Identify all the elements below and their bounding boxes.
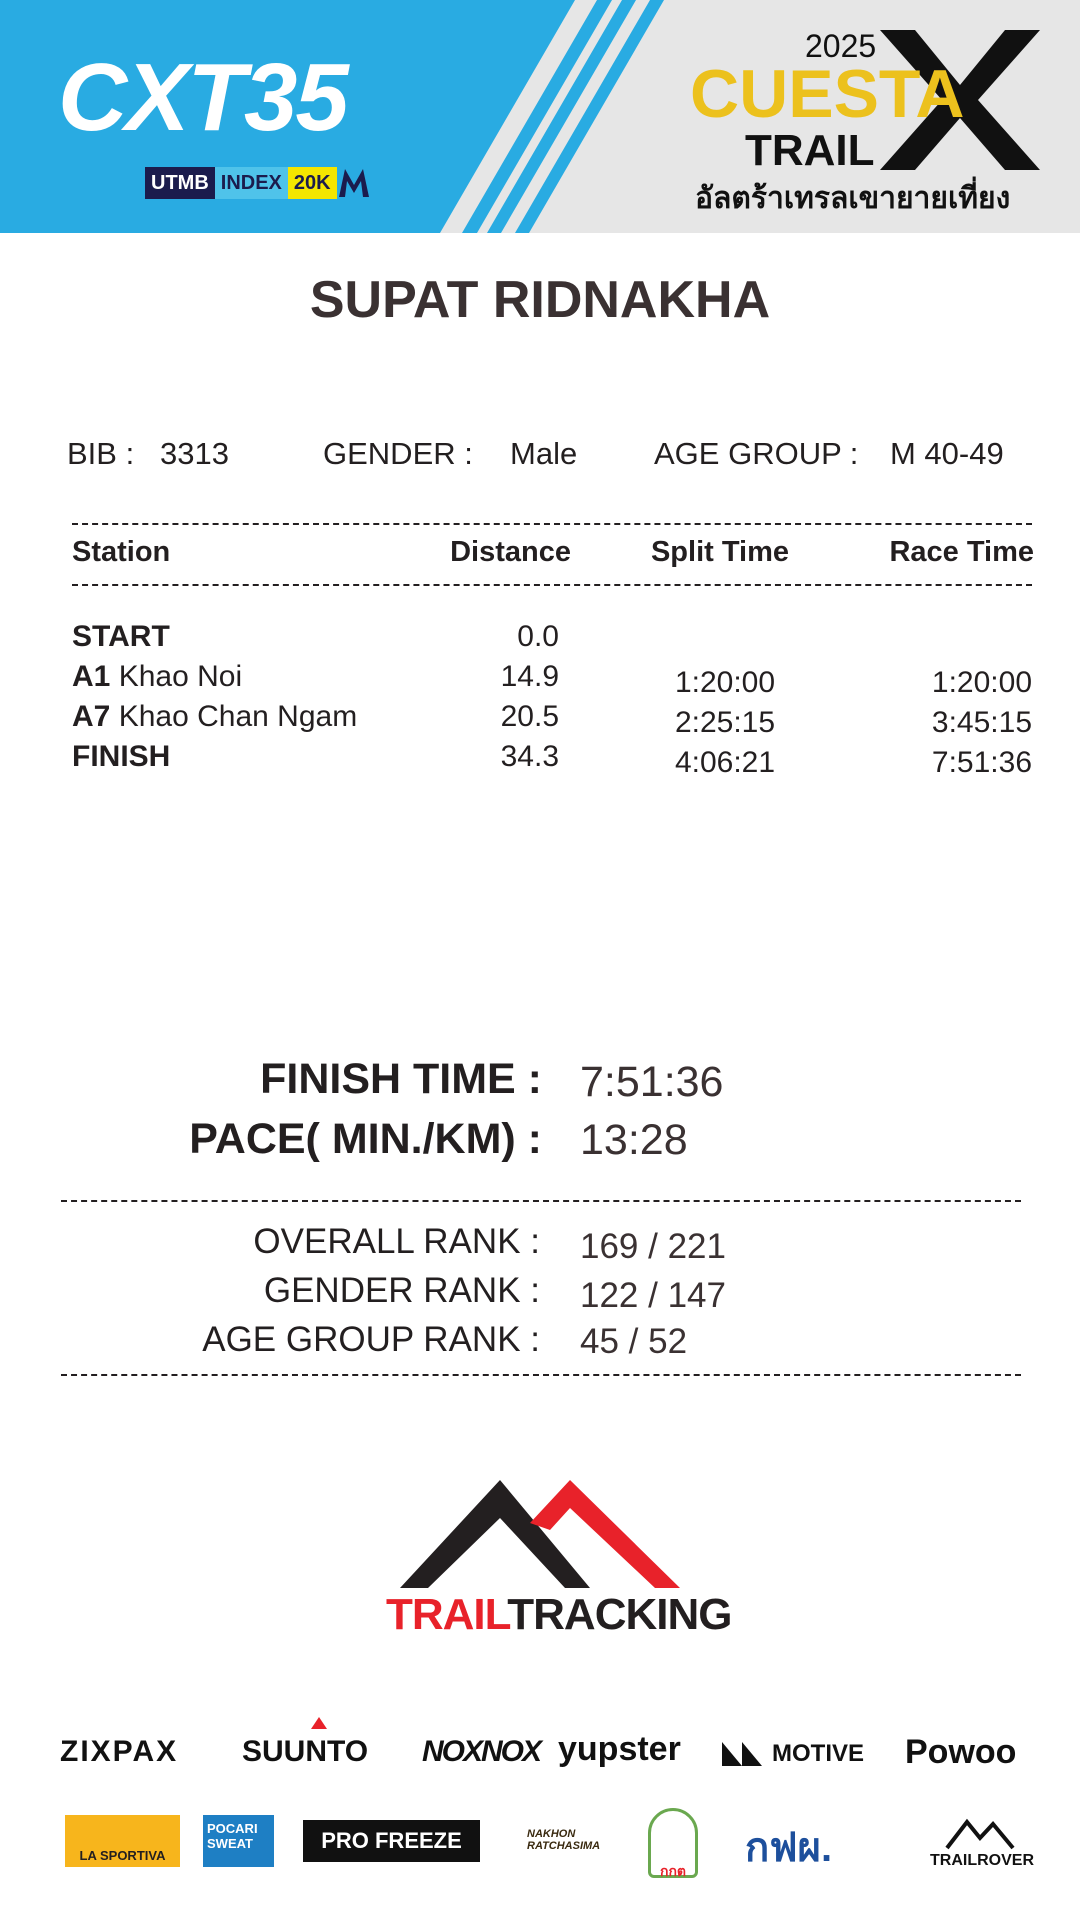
utmb-index-badge: UTMB INDEX 20K: [145, 167, 371, 199]
divider: [72, 523, 1032, 525]
race-time-cell: 7:51:36: [931, 746, 1032, 779]
distance-cell: 14.9: [500, 660, 559, 693]
trailtracking-logo: TRAILTRACKING: [386, 1590, 732, 1640]
sponsor-pocari: POCARI SWEAT: [203, 1815, 274, 1867]
sponsor-powoo: Powoo: [905, 1733, 1017, 1771]
bib-label: BIB :: [67, 436, 135, 471]
thai-event-name: อัลตร้าเทรลเขายายเที่ยง: [695, 182, 1011, 215]
sponsor-noxnox: NOXNOX: [422, 1735, 542, 1768]
station-code: A1: [72, 660, 111, 693]
divider: [72, 584, 1032, 586]
col-race: Race Time: [889, 536, 1034, 568]
station-cell: START: [72, 620, 170, 654]
finish-time-label: FINISH TIME :: [260, 1055, 542, 1103]
sponsor-trailrover: TRAILROVER: [930, 1852, 1034, 1869]
sponsor-suunto: SUUNTO: [242, 1735, 369, 1768]
gender-value: Male: [510, 436, 578, 471]
sponsor-zixpax: ZIXPAX: [60, 1735, 179, 1768]
divider: [61, 1200, 1021, 1202]
split-time-cell: 2:25:15: [674, 706, 776, 739]
cuesta-logo: CUESTA: [690, 56, 965, 132]
station-code: START: [72, 620, 170, 653]
age-rank-label: AGE GROUP RANK :: [202, 1320, 540, 1359]
trailrover-mountain-icon: [945, 1818, 1015, 1850]
gender-rank-value: 122 / 147: [580, 1276, 726, 1315]
distance-cell: 34.3: [500, 740, 559, 773]
col-station: Station: [72, 536, 171, 568]
sponsor-la-sportiva: LA SPORTIVA: [65, 1815, 180, 1867]
station-code: A7: [72, 700, 111, 733]
motive-icon: [722, 1742, 762, 1766]
sponsor-egat: กฟผ.: [745, 1826, 833, 1870]
sponsor-pro-freeze: PRO FREEZE: [303, 1820, 480, 1862]
motive-label: MOTIVE: [772, 1740, 865, 1767]
station-code: FINISH: [72, 740, 171, 773]
gender-rank-label: GENDER RANK :: [263, 1271, 540, 1310]
age-rank-value: 45 / 52: [580, 1322, 688, 1361]
overall-rank-value: 169 / 221: [580, 1227, 726, 1266]
index-label: INDEX: [214, 167, 288, 199]
pace-value: 13:28: [580, 1116, 688, 1164]
sponsor-yupster: yupster: [558, 1730, 681, 1768]
divider: [61, 1374, 1021, 1376]
overall-rank-label: OVERALL RANK :: [253, 1222, 540, 1261]
split-time-cell: 1:20:00: [674, 666, 776, 699]
distance-cell: 0.0: [517, 620, 559, 653]
m-icon: [338, 169, 369, 197]
suunto-triangle-icon: [311, 1717, 327, 1729]
x-logo-icon: [880, 30, 1040, 170]
sponsor-motive: MOTIVE: [722, 1740, 864, 1768]
trail-logo: TRAIL: [745, 126, 875, 175]
station-cell: A7 Khao Chan Ngam: [72, 700, 357, 734]
sponsor-ect-emblem: กกต: [648, 1808, 698, 1879]
utmb-label: UTMB: [145, 167, 215, 199]
col-split: Split Time: [650, 536, 790, 568]
race-time-cell: 3:45:15: [931, 706, 1032, 739]
runner-name: SUPAT RIDNAKHA: [309, 271, 771, 329]
station-cell: FINISH: [72, 740, 170, 774]
cxt35-logo: CXT35: [58, 44, 349, 151]
race-time-cell: 1:20:00: [931, 666, 1032, 699]
brand-trail: TRAIL: [386, 1590, 508, 1639]
split-time-cell: 4:06:21: [674, 746, 776, 779]
station-name: Khao Chan Ngam: [118, 700, 358, 733]
age-group-label: AGE GROUP :: [654, 436, 859, 471]
col-distance: Distance: [450, 536, 571, 568]
brand-tracking: TRACKING: [507, 1590, 732, 1639]
station-cell: A1 Khao Noi: [72, 660, 242, 694]
trailtracking-mountain-icon: [400, 1480, 680, 1588]
gender-label: GENDER :: [323, 436, 473, 471]
distance-badge: 20K: [287, 167, 337, 199]
bib-value: 3313: [160, 436, 229, 471]
pace-label: PACE( MIN./KM) :: [189, 1115, 542, 1163]
distance-cell: 20.5: [500, 700, 559, 733]
age-group-value: M 40-49: [890, 436, 1004, 471]
sponsor-nakhon: NAKHON RATCHASIMA: [527, 1828, 601, 1852]
station-name: Khao Noi: [118, 660, 243, 693]
event-banner: CXT35 UTMB INDEX 20K 2025 CUESTA TRAIL อ…: [0, 0, 1080, 233]
year: 2025: [805, 28, 877, 64]
finish-time-value: 7:51:36: [580, 1058, 724, 1106]
